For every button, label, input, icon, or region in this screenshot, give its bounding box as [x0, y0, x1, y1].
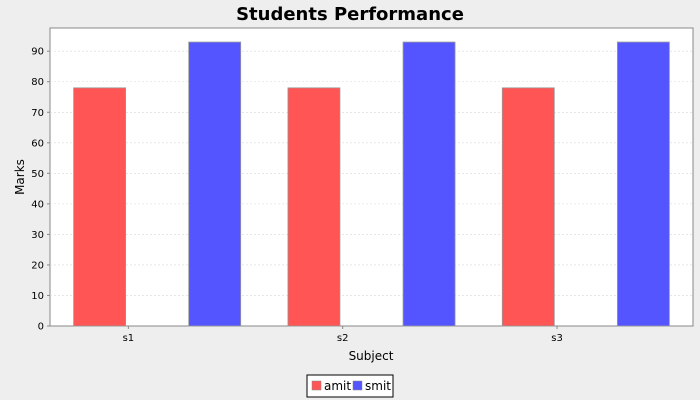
- bars: [73, 41, 670, 327]
- bar-amit-s3: [501, 87, 555, 327]
- bar-amit-s1: [73, 87, 127, 327]
- legend-swatch-smit: [352, 380, 363, 391]
- bar-smit-s3: [616, 41, 670, 327]
- x-tick-label: s3: [551, 333, 563, 344]
- y-tick-label: 20: [31, 260, 44, 271]
- y-tick-label: 10: [31, 291, 44, 302]
- y-tick-label: 60: [31, 138, 44, 149]
- y-tick-label: 50: [31, 169, 44, 180]
- legend-swatch-amit: [311, 380, 322, 391]
- legend-label-smit: smit: [365, 379, 391, 393]
- y-axis-ticks: 0 10 20 30 40 50 60 70 80 90: [31, 47, 50, 333]
- x-tick-label: s1: [123, 333, 135, 344]
- legend-label-amit: amit: [324, 379, 351, 393]
- x-axis-ticks: s1 s2 s3: [123, 326, 563, 344]
- y-tick-label: 80: [31, 77, 44, 88]
- x-axis-label: Subject: [349, 349, 394, 363]
- y-tick-label: 0: [38, 322, 44, 333]
- bar-amit-s2: [287, 87, 341, 327]
- chart-title: Students Performance: [236, 4, 464, 25]
- bar-smit-s2: [402, 41, 456, 327]
- y-tick-label: 90: [31, 47, 44, 58]
- y-tick-label: 30: [31, 230, 44, 241]
- bar-smit-s1: [188, 41, 242, 327]
- y-axis-label: Marks: [13, 159, 27, 195]
- y-tick-label: 40: [31, 199, 44, 210]
- legend: amit smit: [306, 374, 394, 398]
- gridlines: [50, 50, 693, 296]
- y-tick-label: 70: [31, 108, 44, 119]
- legend-box: [306, 374, 394, 398]
- x-tick-label: s2: [337, 333, 349, 344]
- plot-area: [49, 27, 694, 327]
